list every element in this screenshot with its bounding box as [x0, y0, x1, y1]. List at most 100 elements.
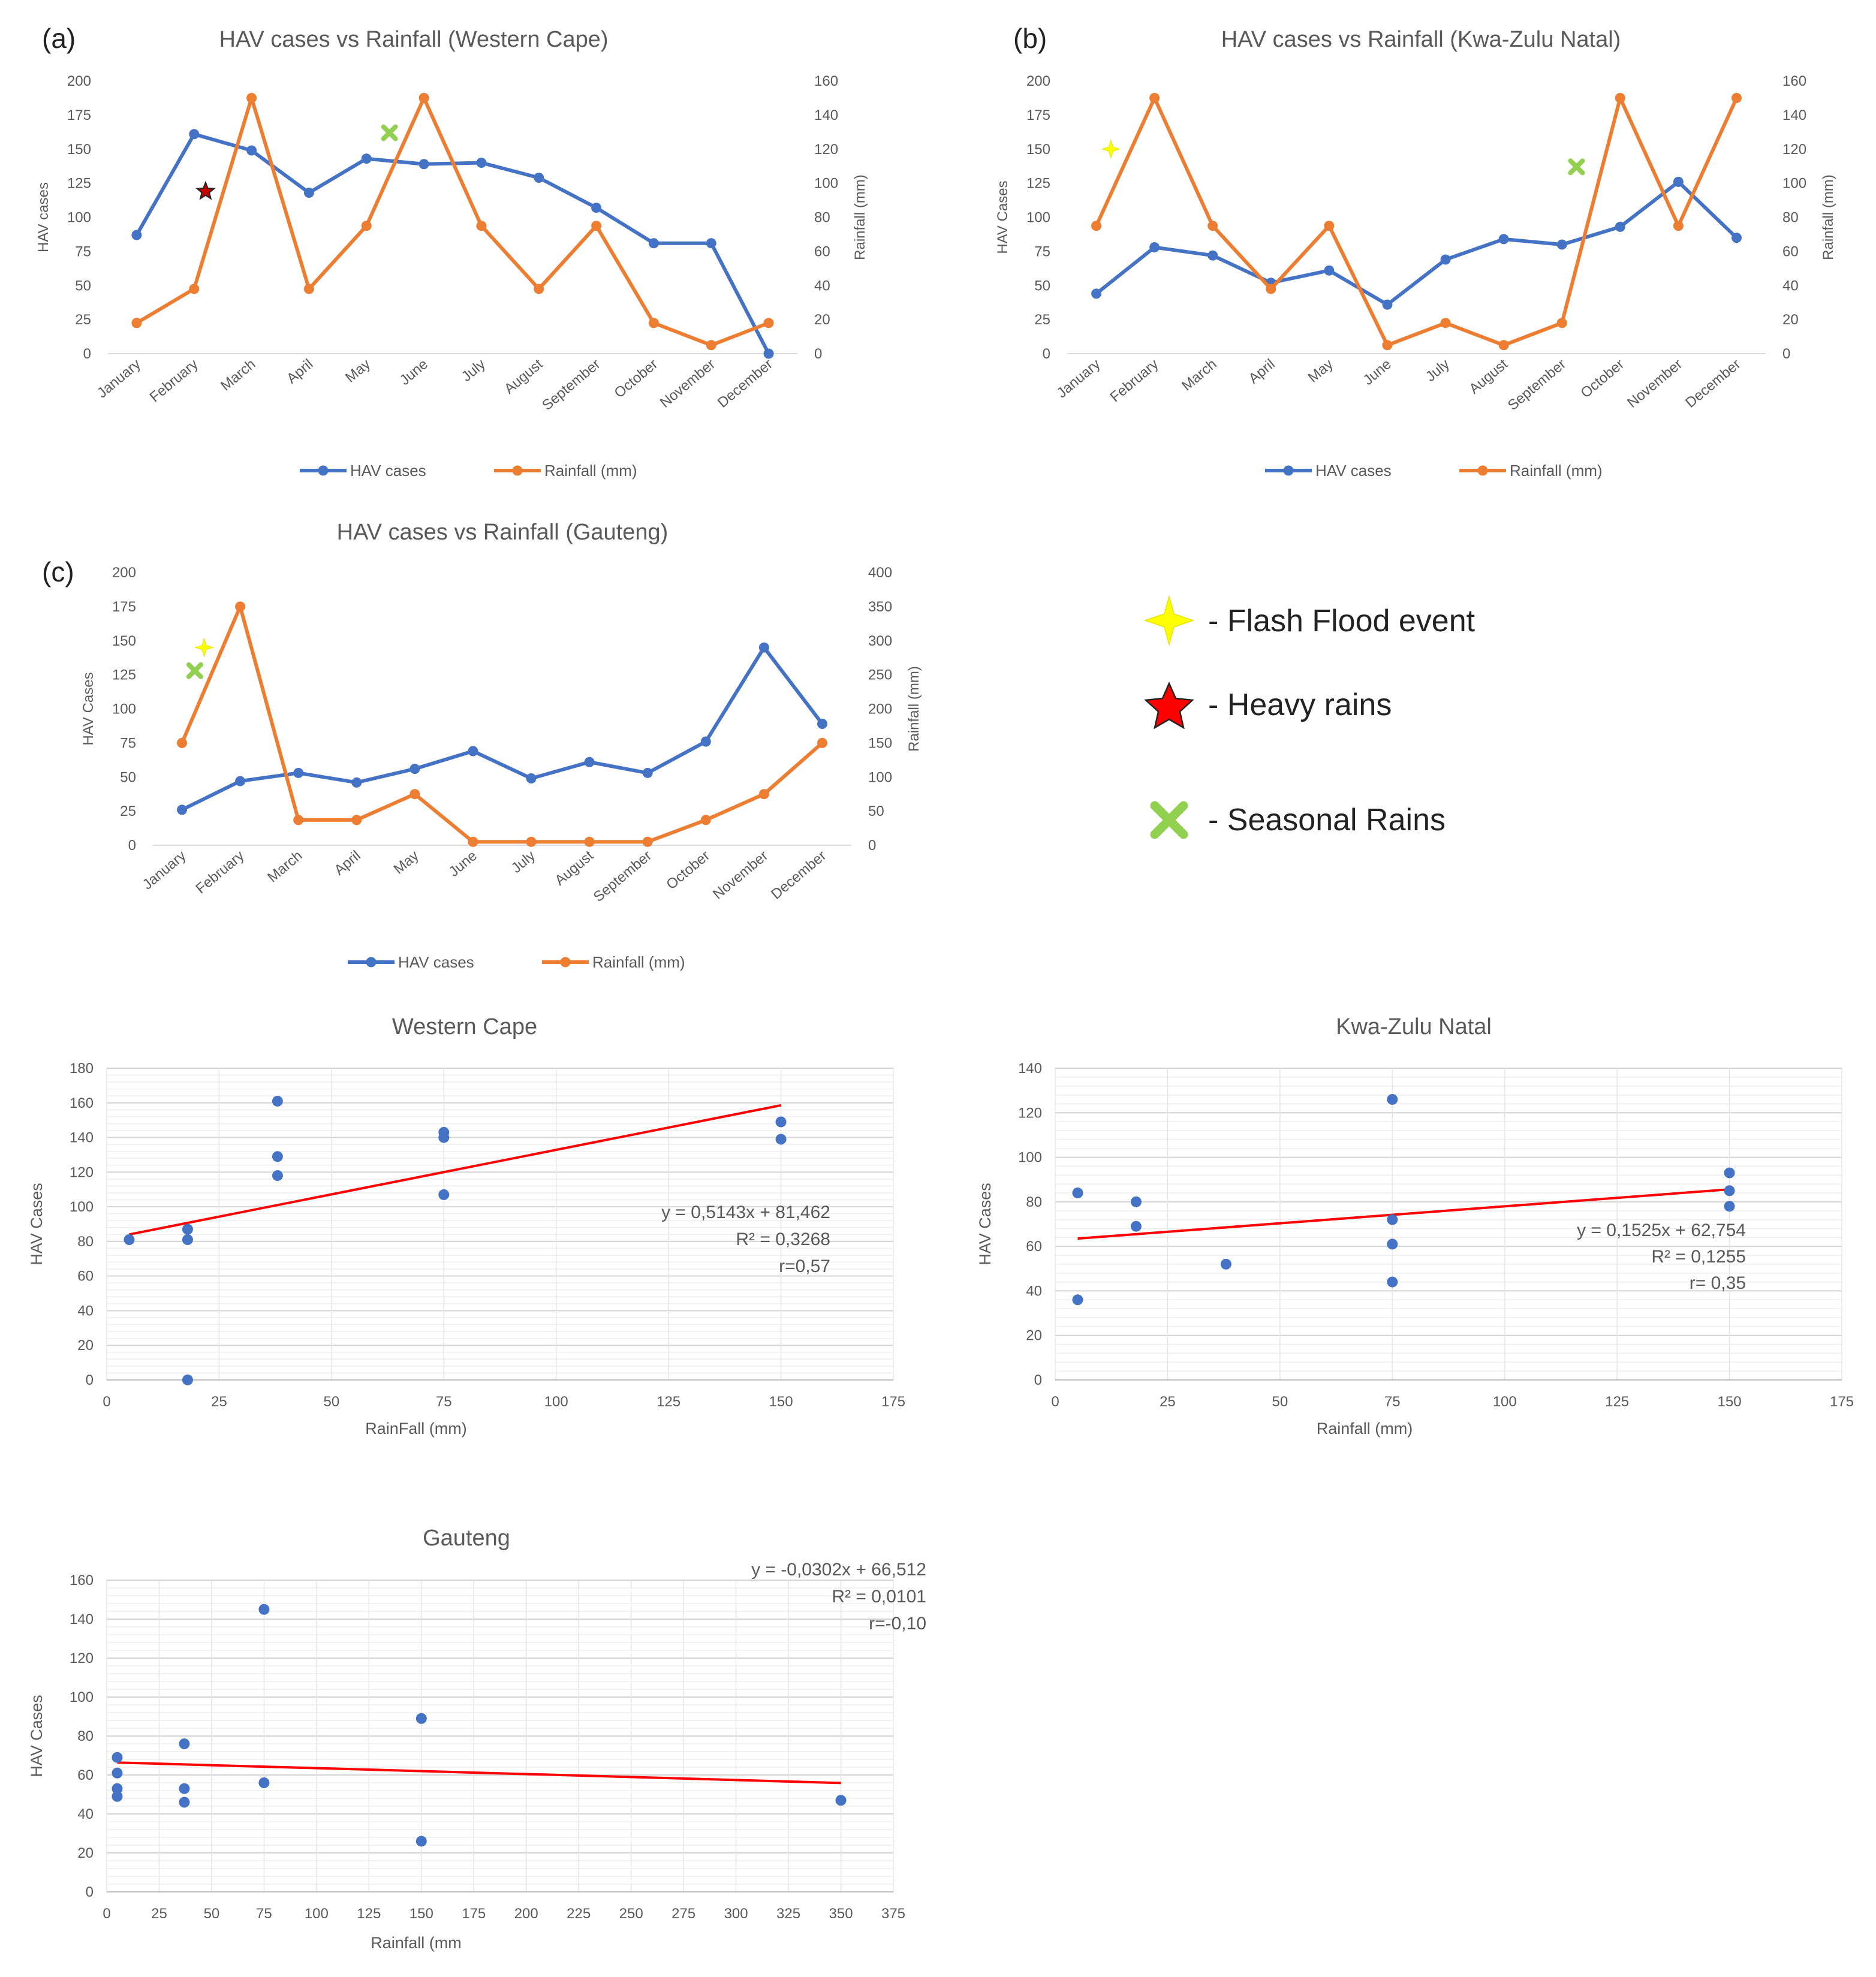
y2-tick-label: 0: [814, 346, 822, 362]
data-point-rainfall-mm: [476, 221, 487, 231]
x-axis-label: RainFall (mm): [365, 1420, 467, 1437]
chart-gauteng-line: HAV cases vs Rainfall (Gauteng) 0 25 50 75 10…: [80, 520, 922, 971]
data-point-hav-cases: [1207, 250, 1218, 261]
y-axis-label: HAV cases: [35, 182, 52, 252]
x-tick-label: 175: [462, 1906, 486, 1922]
data-point-rainfall-mm: [468, 836, 478, 847]
trendline: [1077, 1188, 1730, 1240]
y2-axis-label: Rainfall (mm): [906, 666, 922, 752]
x-tick-label: December: [1682, 356, 1743, 411]
trend-equation-line: r=0,57: [779, 1256, 830, 1276]
data-point-rainfall-mm: [293, 815, 304, 825]
scatter-point: [1387, 1214, 1398, 1225]
x-tick-label: 0: [1051, 1394, 1059, 1410]
x-tick-label: May: [1305, 356, 1336, 386]
x-tick-label: 100: [305, 1906, 329, 1922]
data-point-hav-cases: [642, 767, 653, 778]
y2-tick-label: 350: [868, 599, 892, 615]
seasonal-rains-marker: [186, 662, 203, 679]
data-point-rainfall-mm: [700, 815, 711, 825]
key-heavy-rains: - Heavy rains: [1208, 688, 1392, 722]
heavy-rains-icon: [1144, 681, 1194, 730]
data-point-rainfall-mm: [246, 92, 257, 103]
chart-title: HAV cases vs Rainfall (Western Cape): [219, 27, 608, 52]
x-tick-label: July: [508, 848, 538, 876]
legend-marker-rainfall-mm: [560, 957, 571, 968]
data-point-rainfall-mm: [817, 737, 827, 748]
y-tick-label: 50: [75, 278, 91, 294]
scatter-point: [1724, 1185, 1735, 1197]
seasonal-rains-icon: [1150, 801, 1188, 839]
y-tick-label: 180: [70, 1060, 94, 1077]
y2-tick-label: 250: [868, 667, 892, 683]
y-tick-label: 100: [70, 1689, 94, 1705]
scatter-point: [1072, 1188, 1083, 1198]
y-tick-label: 75: [120, 735, 136, 751]
trend-equation-line: r=-0,10: [869, 1614, 926, 1634]
y-tick-label: 125: [112, 667, 136, 683]
x-tick-label: 300: [724, 1906, 748, 1922]
data-point-hav-cases: [293, 767, 304, 778]
chart-western-cape-line: HAV cases vs Rainfall (Western Cape) 0 25 5…: [35, 27, 868, 480]
y2-tick-label: 160: [1782, 73, 1806, 89]
data-point-hav-cases: [235, 776, 246, 786]
data-point-hav-cases: [1673, 176, 1684, 187]
data-point-rainfall-mm: [409, 789, 420, 800]
x-tick-label: November: [1624, 356, 1685, 411]
data-point-rainfall-mm: [706, 340, 716, 351]
scatter-point: [1724, 1167, 1735, 1179]
y-tick-label: 75: [75, 243, 91, 260]
legend-label-rainfall-mm: Rainfall (mm): [544, 462, 637, 480]
x-tick-label: 200: [514, 1906, 538, 1922]
y2-tick-label: 100: [1782, 176, 1806, 192]
y-tick-label: 200: [1026, 73, 1050, 89]
x-tick-label: December: [768, 848, 829, 903]
data-point-hav-cases: [361, 153, 372, 164]
series-line-rainfall-mm: [1094, 96, 1739, 347]
chart-kwazulu-natal-scatter: Kwa-Zulu Natal 0 20 40 60 80 100 120 140 0 25 50 75 1…: [976, 1014, 1854, 1437]
y2-tick-label: 140: [1782, 107, 1806, 123]
y-tick-label: 100: [112, 701, 136, 718]
x-tick-label: 25: [211, 1394, 227, 1410]
x-tick-label: March: [264, 848, 305, 886]
y-axis-label: HAV Cases: [28, 1695, 46, 1777]
data-point-rainfall-mm: [1673, 221, 1684, 231]
x-tick-label: January: [94, 356, 144, 402]
x-tick-label: August: [501, 356, 546, 397]
y2-tick-label: 140: [814, 107, 838, 123]
y2-tick-label: 0: [868, 837, 876, 854]
y-tick-label: 150: [1026, 141, 1050, 158]
x-tick-label: August: [552, 848, 597, 889]
y2-tick-label: 120: [814, 141, 838, 158]
panel-label-b: (b): [1013, 23, 1047, 54]
x-tick-label: February: [1107, 356, 1162, 405]
data-point-rainfall-mm: [526, 836, 537, 847]
scatter-point: [835, 1795, 847, 1806]
scatter-point: [1387, 1238, 1398, 1250]
scatter-point: [1130, 1196, 1142, 1207]
x-tick-label: 50: [324, 1394, 340, 1410]
data-point-rainfall-mm: [177, 737, 188, 748]
x-tick-label: 150: [1718, 1394, 1742, 1410]
data-point-rainfall-mm: [1149, 92, 1160, 103]
data-point-rainfall-mm: [1556, 318, 1567, 329]
x-tick-label: 150: [409, 1906, 433, 1922]
data-point-rainfall-mm: [591, 221, 602, 231]
y-tick-label: 175: [1026, 107, 1050, 123]
y2-tick-label: 40: [814, 278, 830, 294]
y2-tick-label: 0: [1782, 346, 1790, 362]
data-point-rainfall-mm: [361, 221, 372, 231]
y-tick-label: 140: [1018, 1060, 1042, 1077]
x-tick-label: February: [147, 356, 201, 405]
x-tick-label: 0: [103, 1906, 110, 1922]
scatter-point: [438, 1132, 450, 1143]
x-tick-label: 125: [357, 1906, 381, 1922]
trend-equation-line: y = 0,5143x + 81,462: [661, 1203, 830, 1222]
y2-tick-label: 50: [868, 803, 884, 819]
scatter-point: [179, 1797, 190, 1808]
x-tick-label: 150: [769, 1394, 793, 1410]
data-point-rainfall-mm: [235, 601, 246, 612]
y-tick-label: 0: [128, 837, 136, 854]
y2-tick-label: 300: [868, 633, 892, 649]
